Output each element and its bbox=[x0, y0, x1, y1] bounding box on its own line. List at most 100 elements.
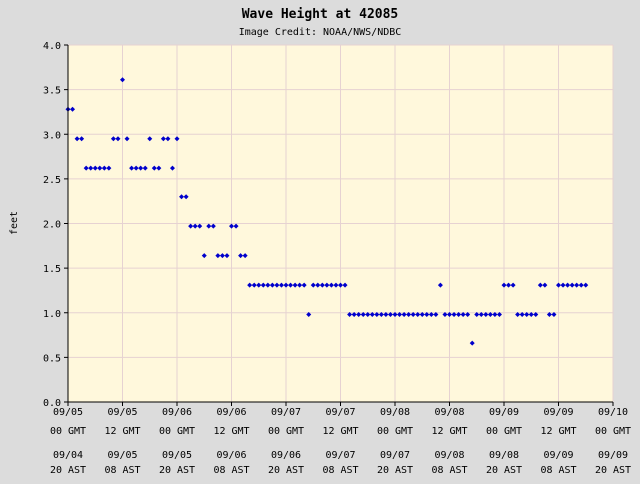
data-point bbox=[147, 136, 153, 142]
data-point bbox=[92, 165, 98, 171]
data-point bbox=[397, 312, 403, 318]
x-tick-label: 00 GMT bbox=[486, 426, 522, 437]
data-point bbox=[510, 282, 516, 288]
data-point bbox=[229, 223, 234, 229]
x-tick-label: 20 AST bbox=[595, 465, 631, 476]
data-point bbox=[333, 282, 339, 288]
data-point bbox=[124, 136, 130, 142]
x-tick-label: 00 GMT bbox=[377, 426, 413, 437]
data-point bbox=[383, 312, 389, 318]
data-point bbox=[542, 282, 548, 288]
x-tick-label: 09/09 bbox=[543, 450, 573, 461]
y-tick-label: 2.0 bbox=[43, 220, 61, 231]
x-tick-label: 09/06 bbox=[216, 450, 246, 461]
x-tick-label: 20 AST bbox=[159, 465, 195, 476]
data-point bbox=[138, 165, 144, 171]
data-point bbox=[347, 312, 353, 318]
x-tick-label: 00 GMT bbox=[50, 426, 86, 437]
x-tick-label: 09/05 bbox=[107, 450, 137, 461]
x-tick-label: 09/08 bbox=[380, 407, 410, 418]
data-point bbox=[110, 136, 116, 142]
data-point bbox=[247, 282, 253, 288]
x-tick-label: 09/07 bbox=[325, 450, 355, 461]
data-point bbox=[369, 312, 375, 318]
data-point bbox=[437, 282, 443, 288]
axes bbox=[64, 44, 614, 406]
y-tick-label: 2.5 bbox=[43, 175, 61, 186]
data-point bbox=[424, 312, 430, 318]
data-point bbox=[197, 223, 203, 229]
data-point bbox=[451, 312, 457, 318]
y-tick-labels: 0.0 0.5 1.0 1.5 2.0 2.5 3.0 3.5 4.0 bbox=[43, 41, 61, 409]
data-point bbox=[578, 282, 584, 288]
y-tick-label: 4.0 bbox=[43, 41, 61, 52]
data-point bbox=[315, 282, 321, 288]
data-points bbox=[65, 77, 589, 346]
data-point bbox=[165, 136, 171, 142]
x-tick-label: 09/05 bbox=[162, 450, 192, 461]
data-point bbox=[278, 282, 284, 288]
data-point bbox=[356, 312, 362, 318]
data-point bbox=[506, 282, 512, 288]
data-point bbox=[319, 282, 325, 288]
data-point bbox=[215, 253, 221, 259]
data-point bbox=[301, 282, 307, 288]
x-tick-label: 12 GMT bbox=[213, 426, 249, 437]
data-point bbox=[537, 282, 543, 288]
x-tick-label: 09/06 bbox=[216, 407, 246, 418]
data-point bbox=[569, 282, 575, 288]
data-point bbox=[115, 136, 121, 142]
x-tick-label: 09/06 bbox=[162, 407, 192, 418]
x-tick-label: 09/07 bbox=[380, 450, 410, 461]
data-point bbox=[238, 253, 244, 259]
data-point bbox=[251, 282, 257, 288]
y-axis-label: feet bbox=[9, 211, 20, 235]
x-tick-label: 00 GMT bbox=[268, 426, 304, 437]
data-point bbox=[192, 223, 198, 229]
data-point bbox=[415, 312, 421, 318]
data-point bbox=[88, 165, 94, 171]
chart-subtitle: Image Credit: NOAA/NWS/NDBC bbox=[239, 27, 402, 38]
data-point bbox=[519, 312, 525, 318]
data-point bbox=[70, 106, 76, 112]
x-tick-label: 20 AST bbox=[50, 465, 86, 476]
data-point bbox=[106, 165, 112, 171]
data-point bbox=[392, 312, 398, 318]
data-point bbox=[74, 136, 80, 142]
x-tick-label: 08 AST bbox=[322, 465, 358, 476]
data-point bbox=[469, 340, 475, 346]
data-point bbox=[120, 77, 125, 83]
x-tick-label: 12 GMT bbox=[322, 426, 358, 437]
data-point bbox=[260, 282, 266, 288]
data-point bbox=[151, 165, 157, 171]
x-tick-label: 12 GMT bbox=[431, 426, 467, 437]
data-point bbox=[338, 282, 343, 288]
data-point bbox=[210, 223, 216, 229]
y-tick-label: 3.5 bbox=[43, 86, 61, 97]
data-point bbox=[274, 282, 280, 288]
data-point bbox=[324, 282, 330, 288]
data-point bbox=[342, 282, 348, 288]
data-point bbox=[233, 223, 239, 229]
data-point bbox=[133, 165, 139, 171]
data-point bbox=[560, 282, 566, 288]
data-point bbox=[224, 253, 230, 259]
data-point bbox=[365, 312, 371, 318]
data-point bbox=[219, 253, 225, 259]
data-point bbox=[533, 312, 539, 318]
data-point bbox=[142, 165, 148, 171]
data-point bbox=[129, 165, 135, 171]
data-point bbox=[160, 136, 166, 142]
x-tick-label: 12 GMT bbox=[104, 426, 140, 437]
data-point bbox=[428, 312, 434, 318]
x-tick-label: 09/04 bbox=[53, 450, 83, 461]
data-point bbox=[378, 312, 384, 318]
data-point bbox=[101, 165, 107, 171]
x-tick-label: 00 GMT bbox=[595, 426, 631, 437]
data-point bbox=[97, 165, 103, 171]
data-point bbox=[496, 312, 502, 318]
data-point bbox=[574, 282, 580, 288]
x-tick-label: 09/06 bbox=[271, 450, 301, 461]
